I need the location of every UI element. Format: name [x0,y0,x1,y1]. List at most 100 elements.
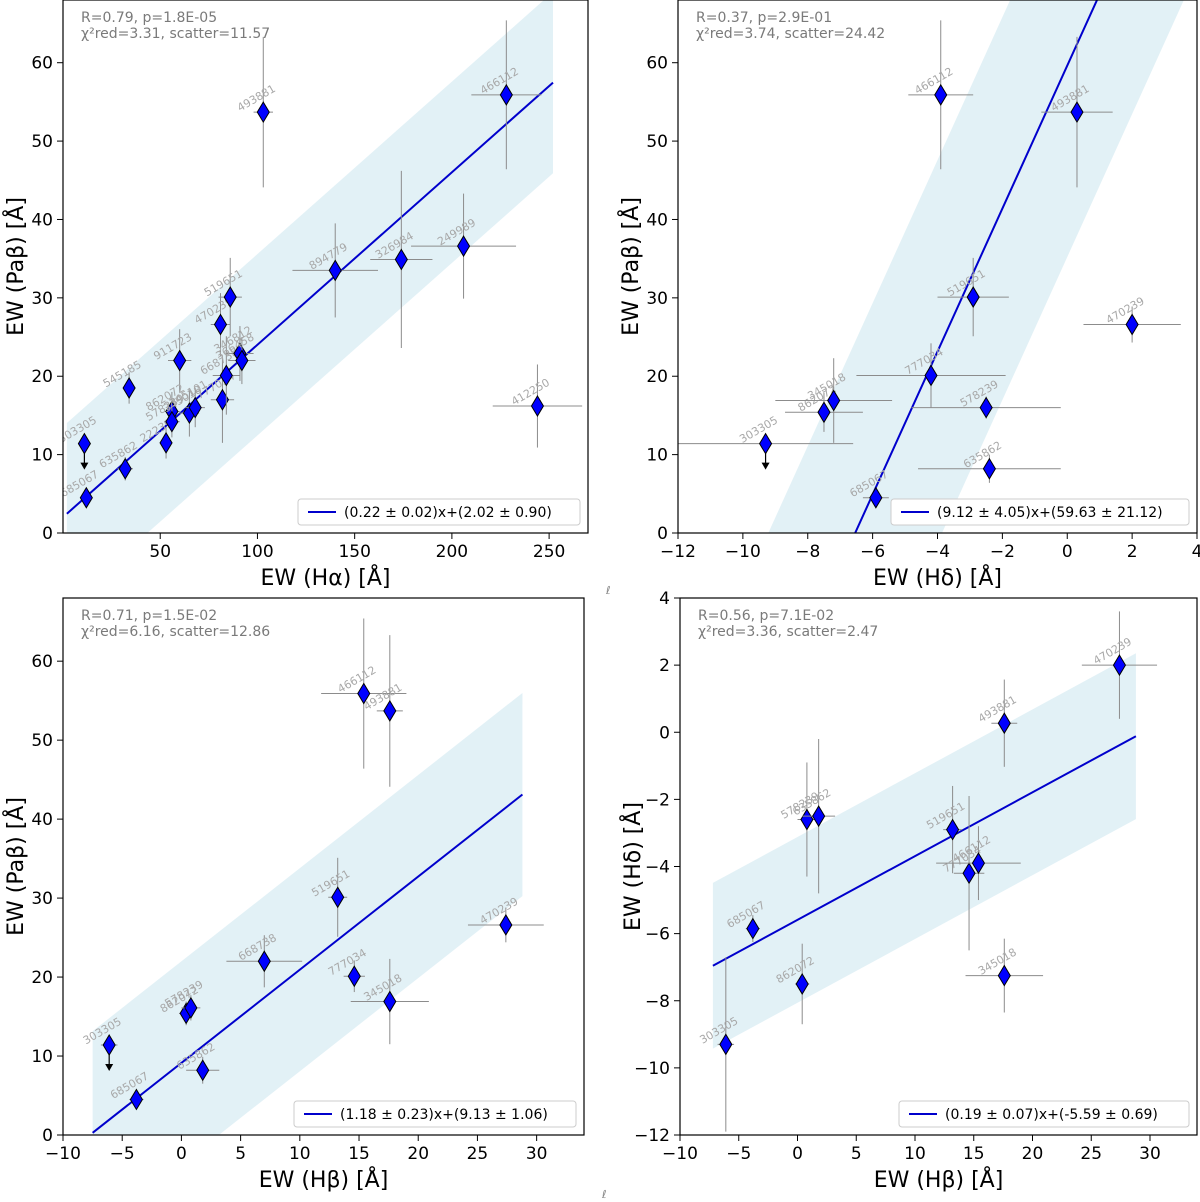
data-point [924,364,938,387]
data-point [997,964,1011,987]
x-tick-label: −10 [45,1144,81,1164]
y-tick-label: 30 [646,289,668,309]
y-tick-label: 60 [646,54,668,74]
x-tick-label: 25 [1080,1144,1102,1164]
data-point [827,389,841,412]
y-tick-label: 10 [31,1047,53,1067]
legend-text: (1.18 ± 0.23)x+(9.13 ± 1.06) [340,1107,548,1123]
x-tick-label: −5 [726,1144,751,1164]
point-label: 493881 [235,82,278,114]
data-point [499,83,513,106]
y-tick-label: 40 [31,810,53,830]
legend-text: (9.12 ± 4.05)x+(59.63 ± 21.12) [937,505,1163,521]
x-tick-label: 5 [235,1144,246,1164]
data-point [979,396,993,419]
x-tick-label: 20 [407,1144,429,1164]
y-tick-label: 10 [646,446,668,466]
x-axis-label: EW (Hα) [Å] [260,564,390,591]
x-tick-label: 200 [436,542,468,562]
x-tick-label: 10 [904,1144,926,1164]
data-point [997,712,1011,735]
stats-line-2: χ²red=3.74, scatter=24.42 [696,26,885,42]
legend-box [293,1100,577,1128]
data-point [357,682,371,705]
point-label: 345018 [976,946,1019,978]
data-point [235,349,249,372]
data-point [223,286,237,309]
scatter-band [66,0,553,533]
data-point [795,972,809,995]
x-tick-label: 30 [526,1144,548,1164]
x-tick-label: 5 [851,1144,862,1164]
x-tick-label: 10 [289,1144,311,1164]
x-tick-label: −12 [660,542,696,562]
fit-line [712,735,1137,967]
data-point [1070,101,1084,124]
data-point [383,990,397,1013]
data-point [946,818,960,841]
data-point [746,917,760,940]
y-tick-label: 0 [42,524,53,544]
data-point [256,101,270,124]
panel-p2: 3033056850678620723450187770345782396358… [617,0,1200,591]
y-tick-label: −12 [634,1126,670,1146]
data-point [79,486,93,509]
y-axis-label: EW (Paβ) [Å] [2,197,29,336]
data-point [966,286,980,309]
x-axis-label: EW (Hβ) [Å] [259,1166,389,1193]
axes-frame [62,597,585,1136]
point-label: 470239 [1104,294,1147,326]
data-point [456,235,471,258]
data-point [118,457,132,480]
y-tick-label: −10 [634,1059,670,1079]
x-axis-label: EW (Hβ) [Å] [874,1166,1004,1193]
point-label: 412250 [509,376,552,408]
y-tick-label: 40 [31,210,53,230]
x-tick-label: 30 [1139,1144,1161,1164]
data-point [196,1059,210,1082]
y-tick-label: 60 [31,652,53,672]
axes-frame [62,0,589,534]
x-tick-label: 2 [1127,542,1138,562]
y-tick-label: −4 [645,858,670,878]
data-point [165,410,179,433]
scatter-band [92,692,523,1135]
data-point [188,396,202,419]
panel-p3: 3033056850678620725782396358626687385196… [2,597,585,1193]
data-point [817,401,831,424]
panel-p1: 3033056850676358625451859117238620722223… [2,0,589,591]
x-tick-label: 15 [963,1144,985,1164]
data-point [102,1034,116,1056]
point-label: 303305 [737,414,780,446]
x-tick-label: −5 [110,1144,135,1164]
data-point [394,248,408,271]
y-tick-label: −8 [645,992,670,1012]
y-tick-label: −2 [645,790,670,810]
data-point [219,364,233,387]
y-tick-label: 0 [659,723,670,743]
data-point [77,432,91,455]
data-point [1112,654,1127,677]
legend-box [297,498,581,526]
legend-text: (0.19 ± 0.07)x+(-5.59 ± 0.69) [945,1107,1158,1123]
data-point [257,950,271,973]
y-tick-label: −6 [645,925,670,945]
data-point [869,486,883,509]
data-point [962,862,976,885]
upper-limit-arrow [761,462,770,470]
x-tick-label: 150 [338,542,370,562]
legend-box [890,498,1190,526]
y-tick-label: 30 [31,289,53,309]
fit-line [854,0,1099,533]
x-tick-label: 50 [149,542,171,562]
y-tick-label: 20 [646,367,668,387]
plot-area: 3033056850678620723450187770345782396358… [678,0,1184,533]
stats-line-1: R=0.79, p=1.8E-05 [81,10,217,26]
data-point [213,313,228,336]
y-tick-label: 50 [31,132,53,152]
y-axis-label: EW (Paβ) [Å] [2,797,29,936]
x-tick-label: −2 [990,542,1015,562]
data-point [934,83,948,106]
